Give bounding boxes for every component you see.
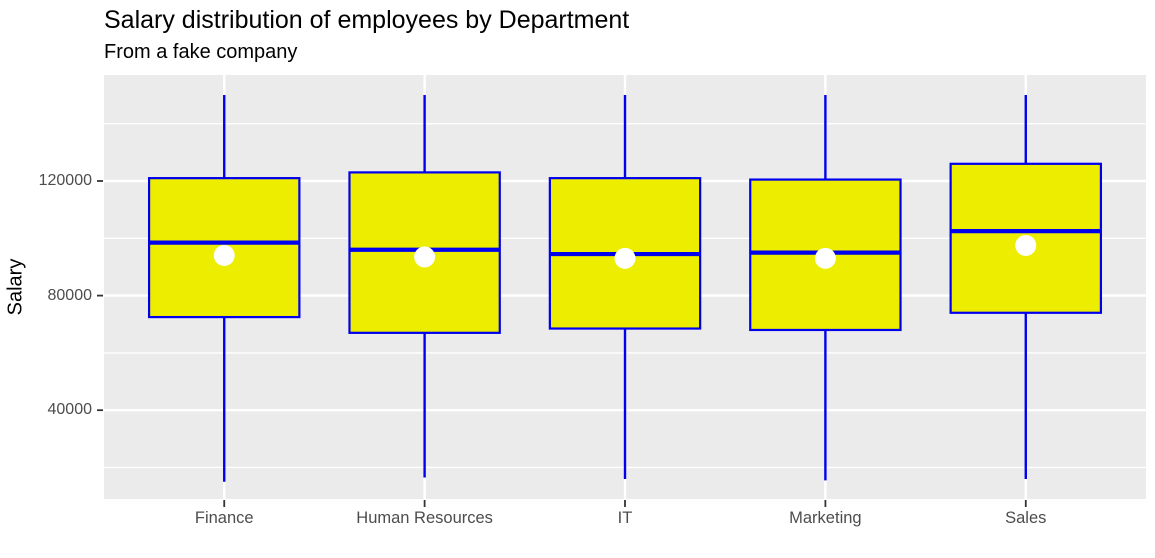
chart-subtitle: From a fake company [104,41,298,63]
x-tick-label: Sales [1005,509,1047,527]
x-tick-label: IT [617,509,633,527]
y-tick-label: 40000 [47,401,93,419]
x-tick-label: Marketing [789,509,862,527]
mean-dot [1015,234,1037,256]
x-tick-label: Human Resources [356,509,493,527]
mean-dot [814,247,836,269]
mean-dot [414,246,436,268]
y-tick-label: 80000 [47,286,93,304]
chart-title: Salary distribution of employees by Depa… [104,6,630,34]
mean-dot [614,247,636,269]
mean-dot [213,244,235,266]
x-tick-label: Finance [194,509,254,527]
y-tick-label: 120000 [38,172,92,189]
